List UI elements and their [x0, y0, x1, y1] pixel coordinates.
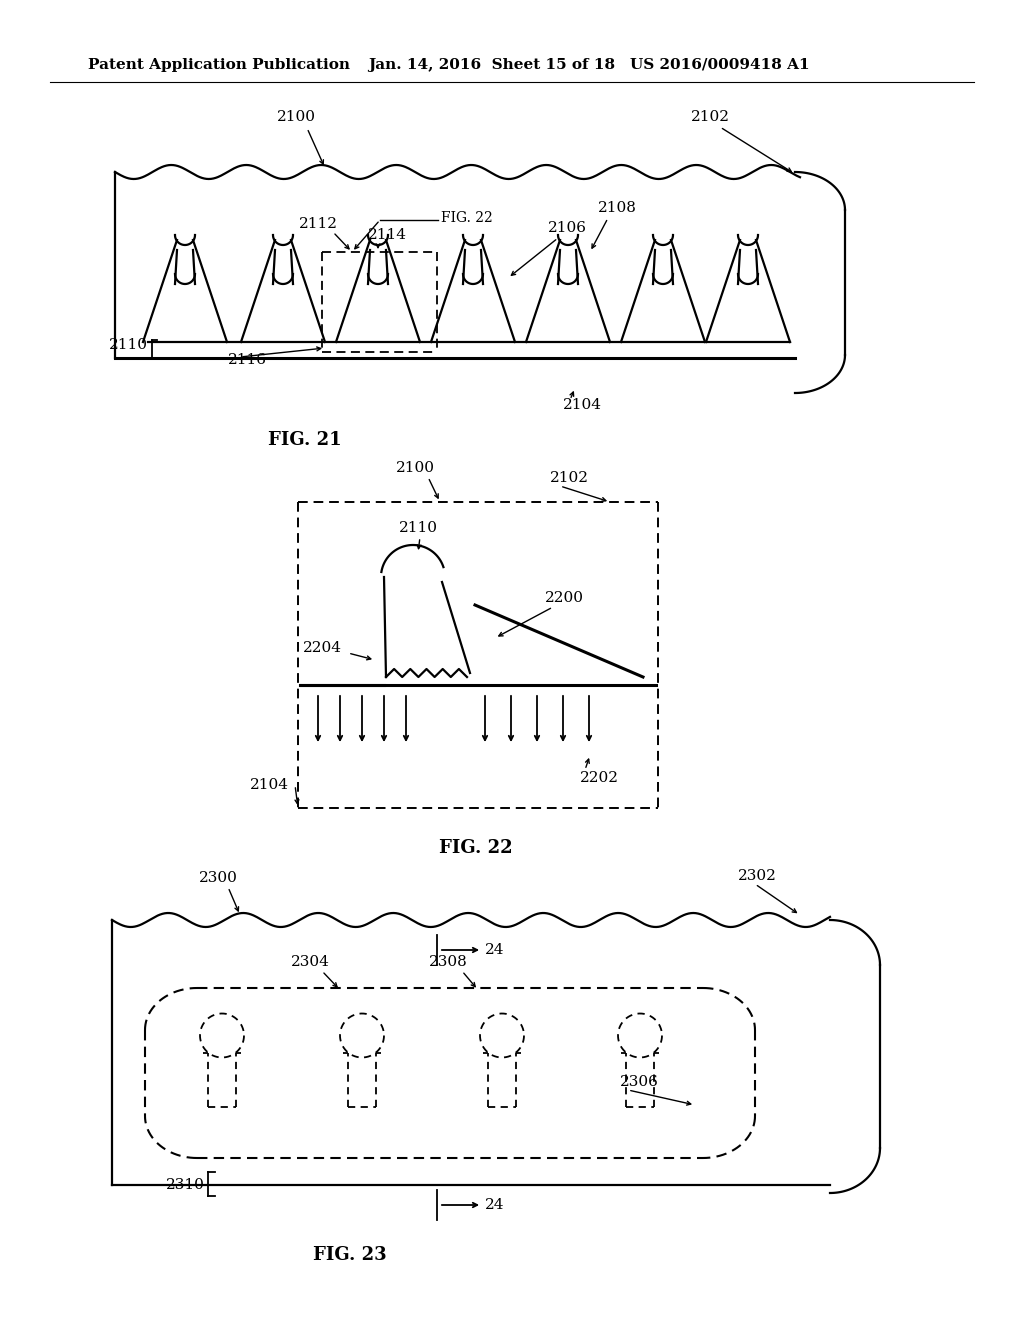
Text: 2104: 2104 [250, 777, 289, 792]
Text: 2110: 2110 [398, 521, 437, 535]
Text: 2106: 2106 [548, 220, 587, 235]
Text: 2100: 2100 [276, 110, 315, 124]
Text: 2308: 2308 [429, 954, 467, 969]
Text: 2110: 2110 [109, 338, 148, 352]
Text: 2102: 2102 [550, 471, 589, 484]
Text: 2202: 2202 [580, 771, 618, 785]
Text: 2304: 2304 [291, 954, 330, 969]
Text: Patent Application Publication: Patent Application Publication [88, 58, 350, 73]
Text: 2116: 2116 [228, 352, 267, 367]
Text: 2100: 2100 [395, 461, 434, 475]
Text: 2104: 2104 [563, 399, 602, 412]
Text: 2200: 2200 [545, 591, 584, 605]
Text: FIG. 22: FIG. 22 [439, 840, 513, 857]
Text: FIG. 23: FIG. 23 [313, 1246, 387, 1265]
Text: 2102: 2102 [690, 110, 729, 124]
Text: 2204: 2204 [303, 642, 342, 655]
Text: 2310: 2310 [166, 1177, 205, 1192]
Text: 2108: 2108 [598, 201, 637, 215]
Text: 2306: 2306 [620, 1074, 658, 1089]
Text: 2112: 2112 [299, 216, 338, 231]
Text: US 2016/0009418 A1: US 2016/0009418 A1 [630, 58, 810, 73]
Text: 2302: 2302 [738, 869, 777, 883]
Text: FIG. 22: FIG. 22 [441, 211, 493, 224]
Text: Jan. 14, 2016  Sheet 15 of 18: Jan. 14, 2016 Sheet 15 of 18 [368, 58, 615, 73]
Text: 24: 24 [485, 942, 505, 957]
Text: 2300: 2300 [199, 871, 238, 884]
Text: FIG. 21: FIG. 21 [268, 432, 342, 449]
Text: 24: 24 [485, 1199, 505, 1212]
Text: 2114: 2114 [368, 228, 407, 242]
